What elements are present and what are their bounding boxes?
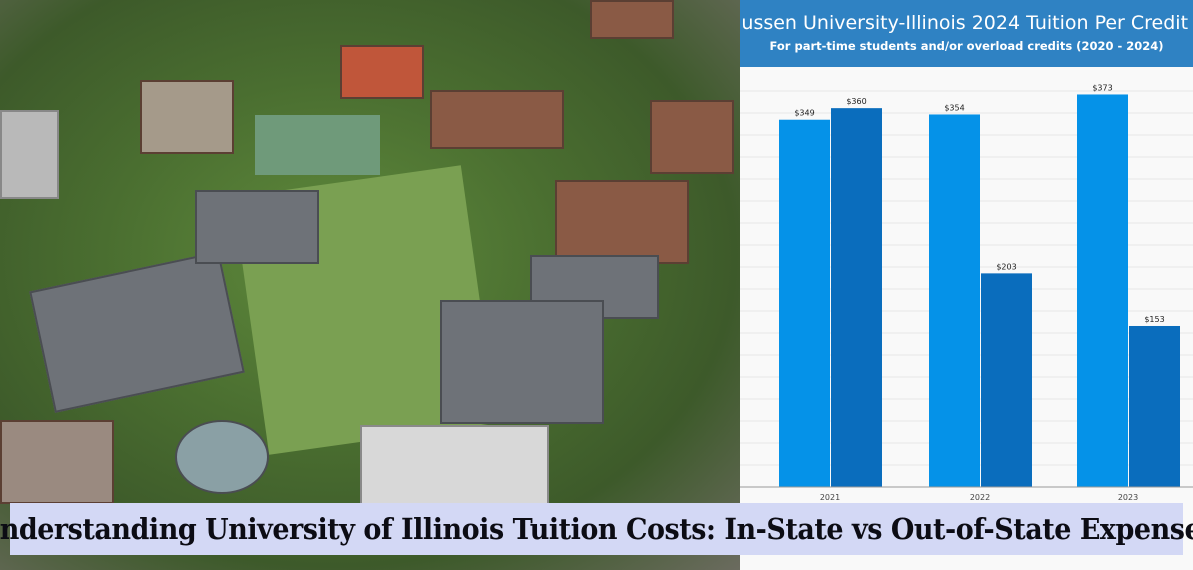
data-label: $349 (794, 109, 814, 118)
chart-title: smussen University-Illinois 2024 Tuition… (740, 12, 1193, 34)
banner-title: Understanding University of Illinois Tui… (0, 512, 1193, 546)
x-tick-label: 2022 (970, 493, 990, 502)
data-label: $354 (944, 103, 964, 112)
data-label: $153 (1144, 315, 1164, 324)
data-label: $373 (1092, 83, 1112, 92)
bar (1129, 325, 1180, 487)
campus-aerial-photo (0, 0, 740, 570)
title-banner: Understanding University of Illinois Tui… (0, 503, 1193, 555)
chart-subtitle: For part-time students and/or overload c… (769, 39, 1164, 53)
data-label: $203 (996, 262, 1016, 271)
bar (779, 119, 830, 487)
data-label: $360 (846, 97, 866, 106)
bar (1077, 94, 1128, 488)
bar-plot: $349 $360 2021 $354 $203 2022 $373 $153 2023 (740, 83, 1193, 502)
bar (831, 108, 882, 488)
x-tick-label: 2021 (820, 493, 840, 502)
bar (929, 114, 980, 487)
bar (981, 273, 1032, 487)
tuition-chart: smussen University-Illinois 2024 Tuition… (740, 0, 1193, 570)
chart-header: smussen University-Illinois 2024 Tuition… (740, 0, 1193, 67)
x-tick-label: 2023 (1118, 493, 1138, 502)
